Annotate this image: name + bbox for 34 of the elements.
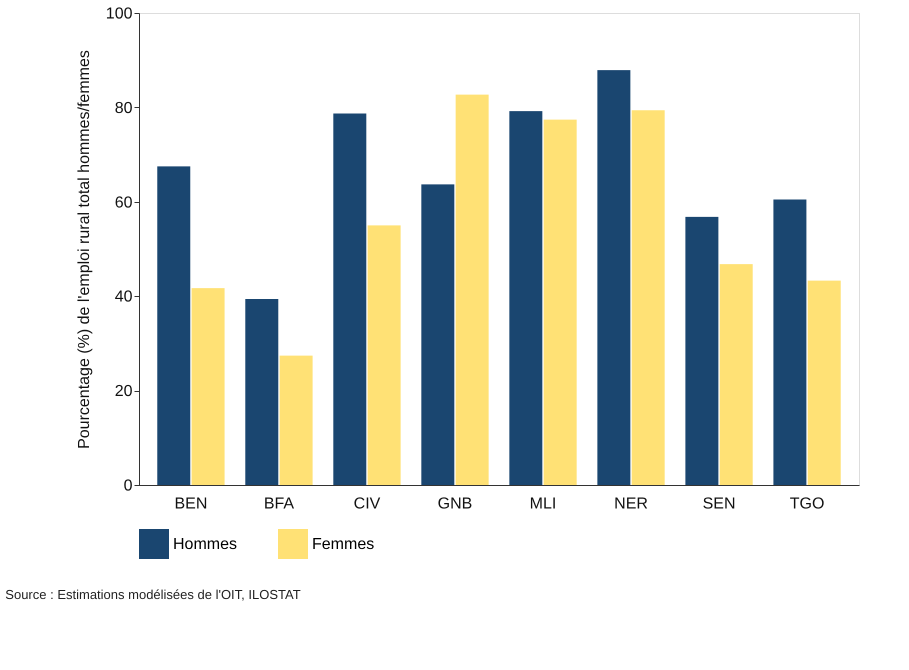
x-tick-label: BFA [264,496,294,512]
bar [456,94,489,485]
x-tick-label: SEN [702,496,736,512]
x-tick-label: NER [614,496,648,512]
y-tick-label: 40 [114,288,133,306]
bar [685,216,718,485]
bar [245,299,278,485]
bar [333,114,366,485]
source-note: Source : Estimations modélisées de l'OIT, ILOSTAT [5,587,301,602]
bar [597,70,630,485]
legend-label: Femmes [312,536,374,553]
y-tick-label: 20 [114,383,133,400]
bar [808,280,841,485]
bar [157,166,190,485]
x-tick-label: TGO [790,496,824,512]
bar [773,199,806,485]
y-tick-label: 60 [114,194,133,212]
x-tick-label: GNB [438,496,472,512]
bar [720,264,753,485]
x-tick-label: MLI [530,496,556,512]
bar [632,110,665,485]
bar [544,120,577,485]
y-tick-label: 80 [114,100,133,117]
x-tick-label: CIV [354,496,381,512]
x-tick-label: BEN [174,496,208,512]
y-axis-title: Pourcentage (%) de l'emploi rural total hommes/femmes [76,50,93,449]
bar [509,111,542,485]
bar [368,225,401,485]
y-tick-label: 100 [106,6,133,22]
bar [280,356,313,485]
y-tick-label: 0 [124,478,133,494]
legend-label: Hommes [173,536,238,553]
bar [421,184,454,485]
bar [192,288,225,485]
